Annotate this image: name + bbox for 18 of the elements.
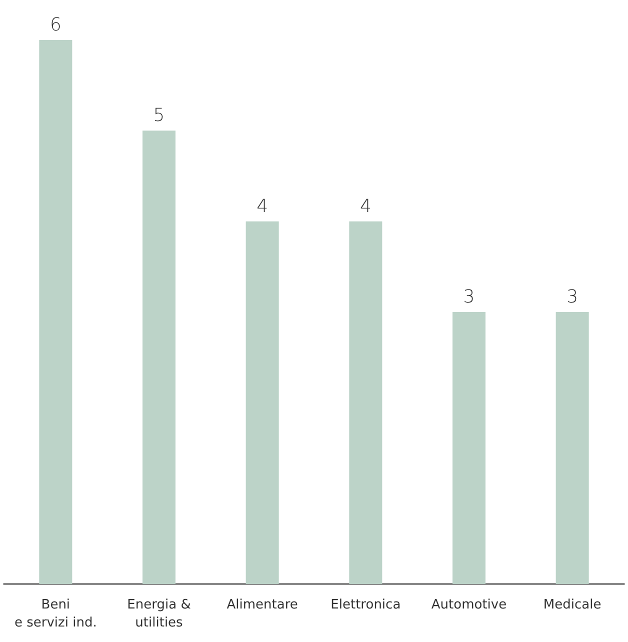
x-tick-label: Beni e servizi ind.: [14, 598, 97, 630]
data-label: 6: [50, 14, 62, 36]
data-label: 5: [153, 105, 165, 126]
x-tick-label: Alimentare: [226, 598, 298, 612]
bar: [556, 312, 589, 584]
bar: [452, 312, 486, 584]
x-tick-label: Automotive: [431, 598, 507, 612]
data-label: 3: [463, 286, 475, 308]
bar: [39, 40, 72, 584]
x-tick-label: Elettronica: [330, 598, 401, 612]
bar: [246, 221, 279, 584]
x-tick-label: Energia & utilities: [127, 598, 191, 630]
x-tick-label: Medicale: [543, 598, 602, 612]
bar: [349, 221, 382, 584]
bar: [142, 130, 176, 584]
data-label: 3: [566, 286, 578, 308]
data-label: 4: [256, 196, 268, 217]
data-label: 4: [360, 196, 372, 217]
